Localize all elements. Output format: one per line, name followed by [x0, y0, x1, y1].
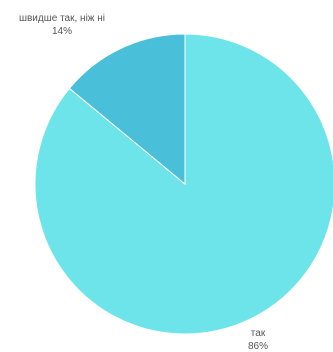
slice-shvydshe-tak-percent-label: 14% — [52, 26, 72, 37]
slice-shvydshe-tak — [68, 33, 186, 186]
slice-tak-percent-label: 86% — [248, 341, 268, 352]
slice-shvydshe-tak-label: швидше так, ніж ні — [19, 13, 105, 24]
slice-tak — [34, 33, 333, 335]
slice-tak-label: так — [251, 328, 266, 339]
